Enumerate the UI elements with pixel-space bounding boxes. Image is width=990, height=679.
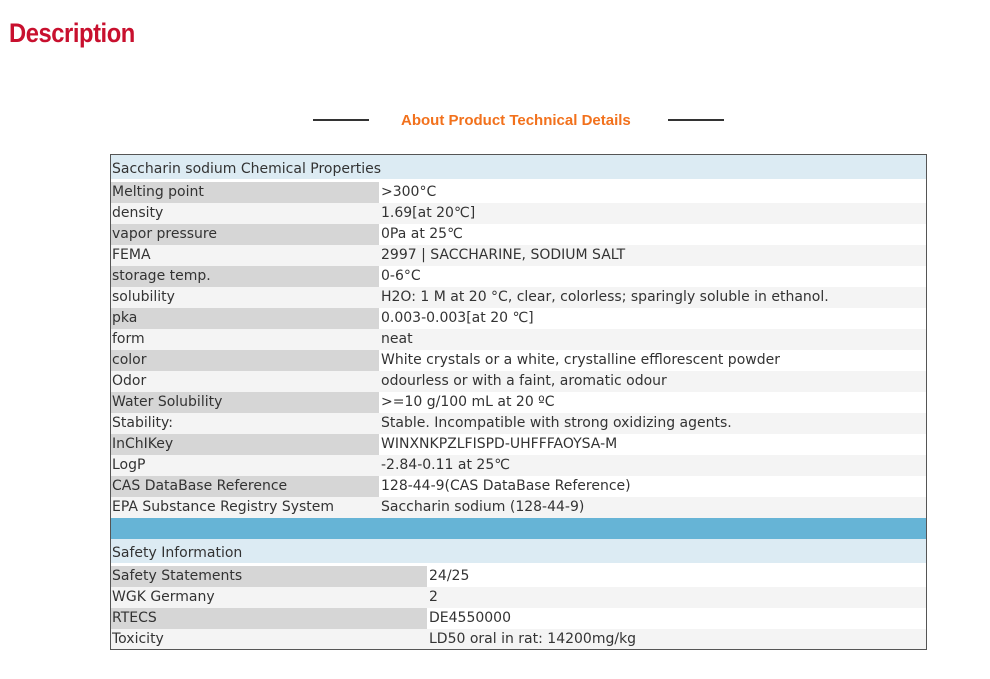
- label-cell-background: [111, 182, 379, 203]
- safety-label: Toxicity: [112, 631, 164, 647]
- section-rule-left: [313, 119, 369, 121]
- section-rule-right: [668, 119, 724, 121]
- property-row: Water Solubility >=10 g/100 mL at 20 ºC: [111, 392, 926, 413]
- property-row: storage temp. 0-6°C: [111, 266, 926, 287]
- property-label: InChIKey: [112, 436, 174, 452]
- safety-value: LD50 oral in rat: 14200mg/kg: [429, 631, 637, 647]
- property-label: CAS DataBase Reference: [112, 478, 288, 494]
- property-row: Stability: Stable. Incompatible with stro…: [111, 413, 926, 434]
- property-row: vapor pressure 0Pa at 25℃: [111, 224, 926, 245]
- property-value: >=10 g/100 mL at 20 ºC: [381, 394, 555, 410]
- property-value: 0-6°C: [381, 268, 421, 284]
- label-cell-background: [111, 224, 379, 245]
- safety-value: 2: [429, 589, 438, 605]
- property-label: LogP: [112, 457, 146, 473]
- description-heading: Description: [9, 18, 135, 48]
- label-cell-background: [111, 350, 379, 371]
- property-label: Stability:: [112, 415, 173, 431]
- property-value: H2O: 1 M at 20 °C, clear, colorless; spa…: [381, 289, 829, 305]
- property-label: density: [112, 205, 164, 221]
- property-row: form neat: [111, 329, 926, 350]
- property-value: neat: [381, 331, 413, 347]
- safety-value: DE4550000: [429, 610, 511, 626]
- section-header: About Product Technical Details: [0, 108, 990, 134]
- properties-table: Saccharin sodium Chemical Properties Mel…: [110, 154, 927, 650]
- property-row: solubility H2O: 1 M at 20 °C, clear, colo…: [111, 287, 926, 308]
- safety-heading-row: Safety Information: [111, 539, 926, 563]
- safety-label: Safety Statements: [112, 568, 243, 584]
- section-separator-bar: [111, 518, 926, 539]
- property-value: 128-44-9(CAS DataBase Reference): [381, 478, 631, 494]
- property-value: 0.003-0.003[at 20 ℃]: [381, 310, 534, 326]
- safety-label: WGK Germany: [112, 589, 215, 605]
- safety-heading: Safety Information: [112, 545, 243, 561]
- chemical-properties-heading-row: Saccharin sodium Chemical Properties: [111, 155, 926, 179]
- property-label: vapor pressure: [112, 226, 217, 242]
- safety-row: RTECS DE4550000: [111, 608, 926, 629]
- safety-label: RTECS: [112, 610, 157, 626]
- property-value: WINXNKPZLFISPD-UHFFFAOYSA-M: [381, 436, 618, 452]
- property-value: White crystals or a white, crystalline e…: [381, 352, 780, 368]
- label-cell-background: [111, 434, 379, 455]
- label-cell-background: [111, 566, 427, 587]
- property-value: -2.84-0.11 at 25℃: [381, 457, 510, 473]
- property-label: storage temp.: [112, 268, 211, 284]
- label-cell-background: [111, 308, 379, 329]
- property-label: pka: [112, 310, 138, 326]
- property-label: Odor: [112, 373, 147, 389]
- property-row: pka 0.003-0.003[at 20 ℃]: [111, 308, 926, 329]
- label-cell-background: [111, 608, 427, 629]
- property-row: CAS DataBase Reference 128-44-9(CAS DataB…: [111, 476, 926, 497]
- label-cell-background: [111, 392, 379, 413]
- property-row: LogP -2.84-0.11 at 25℃: [111, 455, 926, 476]
- property-row: InChIKey WINXNKPZLFISPD-UHFFFAOYSA-M: [111, 434, 926, 455]
- property-value: >300°C: [381, 184, 437, 200]
- property-row: FEMA 2997 | SACCHARINE, SODIUM SALT: [111, 245, 926, 266]
- safety-value: 24/25: [429, 568, 470, 584]
- property-label: solubility: [112, 289, 175, 305]
- property-row: color White crystals or a white, crystall…: [111, 350, 926, 371]
- property-value: 0Pa at 25℃: [381, 226, 463, 242]
- property-value: 1.69[at 20℃]: [381, 205, 476, 221]
- property-value: 2997 | SACCHARINE, SODIUM SALT: [381, 247, 626, 263]
- property-value: Stable. Incompatible with strong oxidizi…: [381, 415, 732, 431]
- property-label: form: [112, 331, 145, 347]
- label-cell-background: [111, 266, 379, 287]
- property-row: EPA Substance Registry System Saccharin s…: [111, 497, 926, 518]
- property-row: Melting point >300°C: [111, 182, 926, 203]
- property-row: Odor odourless or with a faint, aromatic …: [111, 371, 926, 392]
- safety-row: Toxicity LD50 oral in rat: 14200mg/kg: [111, 629, 926, 649]
- property-row: density 1.69[at 20℃]: [111, 203, 926, 224]
- safety-row: Safety Statements 24/25: [111, 566, 926, 587]
- section-title: About Product Technical Details: [401, 112, 631, 129]
- property-value: odourless or with a faint, aromatic odou…: [381, 373, 667, 389]
- property-label: color: [112, 352, 147, 368]
- property-label: Melting point: [112, 184, 204, 200]
- property-label: FEMA: [112, 247, 151, 263]
- label-cell-background: [111, 476, 379, 497]
- safety-row: WGK Germany 2: [111, 587, 926, 608]
- property-value: Saccharin sodium (128-44-9): [381, 499, 585, 515]
- property-label: EPA Substance Registry System: [112, 499, 335, 515]
- chemical-properties-heading: Saccharin sodium Chemical Properties: [112, 161, 382, 177]
- property-label: Water Solubility: [112, 394, 223, 410]
